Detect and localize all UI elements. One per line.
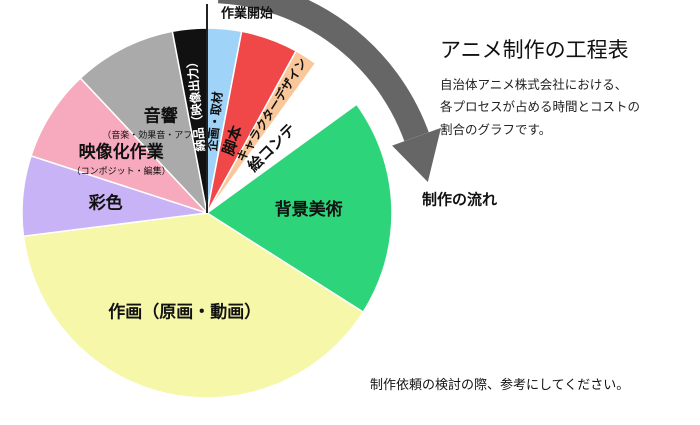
slice-label: 彩色	[88, 192, 123, 213]
page-title: アニメ制作の工程表	[440, 38, 629, 62]
description-line-2: 各プロセスが占める時間とコストの	[440, 99, 641, 114]
description-line-3: 割合のグラフです。	[440, 122, 552, 137]
slice-label: 背景美術	[275, 199, 343, 220]
slice-label: 作画（原画・動画）	[108, 301, 261, 322]
flow-label: 制作の流れ	[422, 191, 497, 209]
description-line-1: 自治体アニメ株式会社における、	[440, 77, 628, 92]
slice-label: 企画・取材	[204, 91, 225, 153]
flow-arrow: 制作の流れ	[217, 0, 497, 209]
pie-slices	[21, 27, 393, 399]
slice-label: 映像化作業	[79, 141, 164, 162]
pie-slice	[30, 77, 208, 214]
slice-sublabel: （音楽・効果音・アフレコ）	[102, 129, 219, 141]
pie-slice	[205, 103, 393, 314]
footer-note: 制作依頼の検討の際、参考にしてください。	[370, 378, 630, 393]
start-marker: 作業開始	[206, 4, 273, 213]
flow-arrow-shaft	[217, 0, 429, 142]
start-label: 作業開始	[221, 6, 273, 22]
slice-sublabel: （コンポジット・編集）	[72, 165, 171, 177]
flow-arrow-head	[392, 127, 441, 182]
slice-label: 音響	[144, 105, 178, 126]
pie-slice	[22, 212, 365, 399]
pie-slice	[79, 30, 209, 216]
